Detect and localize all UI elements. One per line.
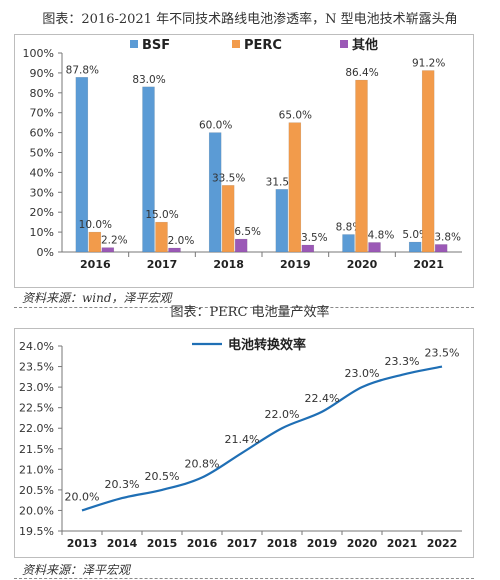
y-tick-label: 40% xyxy=(30,166,54,179)
bar-PERC xyxy=(355,79,368,253)
chart-subtitle: 图表：PERC 电池量产效率 xyxy=(170,305,330,320)
bar-BSF xyxy=(208,132,222,253)
x-tick-label: 2015 xyxy=(147,537,178,550)
x-tick-label: 2016 xyxy=(80,258,111,271)
y-tick-label: 19.5% xyxy=(19,525,54,538)
divider-1 xyxy=(14,307,474,308)
data-label: 91.2% xyxy=(412,58,445,70)
data-label: 33.5% xyxy=(212,172,245,184)
y-tick-label: 50% xyxy=(30,147,54,160)
bar-其他 xyxy=(301,244,315,253)
data-label: 2.0% xyxy=(168,235,195,247)
data-label: 3.8% xyxy=(434,231,461,243)
y-tick-label: 0% xyxy=(37,246,54,259)
data-label: 20.8% xyxy=(185,458,220,471)
bar-BSF xyxy=(275,189,289,253)
y-tick-label: 10% xyxy=(30,226,54,239)
data-label: 6.5% xyxy=(234,226,261,238)
legend-swatch-PERC xyxy=(232,40,240,48)
y-tick-label: 21.5% xyxy=(19,443,54,456)
bar-PERC xyxy=(221,185,235,253)
y-tick-label: 24.0% xyxy=(19,340,54,353)
data-label: 20.3% xyxy=(105,478,140,491)
bar-PERC xyxy=(88,231,102,253)
x-tick-label: 2017 xyxy=(147,258,178,271)
data-label: 23.0% xyxy=(345,367,380,380)
y-tick-label: 23.5% xyxy=(19,361,54,374)
data-label: 4.8% xyxy=(368,229,395,241)
data-label: 10.0% xyxy=(79,219,112,231)
y-tick-label: 20% xyxy=(30,206,54,219)
bar-其他 xyxy=(234,238,248,253)
x-tick-label: 2018 xyxy=(267,537,298,550)
y-tick-label: 20.5% xyxy=(19,484,54,497)
data-label: 60.0% xyxy=(199,120,232,132)
data-label: 21.4% xyxy=(225,433,260,446)
data-label: 23.3% xyxy=(385,355,420,368)
series-line-efficiency xyxy=(81,365,443,512)
x-tick-label: 2017 xyxy=(227,537,258,550)
x-tick-label: 2019 xyxy=(280,258,311,271)
bar-BSF xyxy=(342,234,355,253)
x-tick-label: 2014 xyxy=(107,537,138,550)
y-tick-label: 23.0% xyxy=(19,381,54,394)
bar-chart-frame xyxy=(14,34,474,288)
y-tick-label: 21.0% xyxy=(19,463,54,476)
x-tick-label: 2018 xyxy=(213,258,244,271)
data-label: 65.0% xyxy=(279,110,312,122)
data-label: 20.5% xyxy=(145,470,180,483)
y-tick-label: 22.5% xyxy=(19,402,54,415)
y-tick-label: 90% xyxy=(30,67,54,80)
legend-label-efficiency: 电池转换效率 xyxy=(228,337,306,353)
bar-BSF xyxy=(75,77,89,253)
bar-BSF xyxy=(142,86,155,253)
source-note-1: 资料来源：wind，泽平宏观 xyxy=(22,291,172,305)
x-tick-label: 2019 xyxy=(307,537,338,550)
y-tick-label: 60% xyxy=(30,127,54,140)
y-tick-label: 100% xyxy=(23,47,54,60)
bar-PERC xyxy=(421,70,435,253)
y-tick-label: 20.0% xyxy=(19,504,54,517)
data-label: 83.0% xyxy=(132,74,165,86)
x-tick-label: 2022 xyxy=(427,537,458,550)
legend-label-PERC: PERC xyxy=(244,38,282,53)
y-tick-label: 30% xyxy=(30,186,54,199)
chart-title: 图表：2016-2021 年不同技术路线电池渗透率，N 型电池技术崭露头角 xyxy=(42,12,458,27)
legend-swatch-BSF xyxy=(130,40,138,48)
data-label: 87.8% xyxy=(66,64,99,76)
data-label: 22.0% xyxy=(265,408,300,421)
source-note-2: 资料来源：泽平宏观 xyxy=(22,563,131,577)
bar-PERC xyxy=(288,122,302,253)
divider-2 xyxy=(14,578,474,579)
y-tick-label: 70% xyxy=(30,107,54,120)
legend-swatch-其他 xyxy=(340,40,348,48)
data-label: 15.0% xyxy=(145,209,178,221)
bar-其他 xyxy=(434,244,448,253)
bar-其他 xyxy=(168,247,181,253)
legend-label-其他: 其他 xyxy=(352,37,378,53)
bar-BSF xyxy=(408,241,422,253)
y-tick-label: 22.0% xyxy=(19,422,54,435)
x-tick-label: 2016 xyxy=(187,537,218,550)
data-label: 3.5% xyxy=(301,232,328,244)
bar-PERC xyxy=(155,221,168,253)
x-tick-label: 2020 xyxy=(347,258,378,271)
y-tick-label: 80% xyxy=(30,87,54,100)
x-tick-label: 2020 xyxy=(347,537,378,550)
data-label: 86.4% xyxy=(345,67,378,79)
bar-其他 xyxy=(368,242,381,253)
data-label: 23.5% xyxy=(425,347,460,360)
bar-其他 xyxy=(101,247,115,253)
x-tick-label: 2021 xyxy=(387,537,418,550)
data-label: 20.0% xyxy=(65,490,100,503)
x-tick-label: 2021 xyxy=(413,258,444,271)
data-label: 2.2% xyxy=(101,235,128,247)
legend-label-BSF: BSF xyxy=(142,38,170,53)
data-label: 22.4% xyxy=(305,392,340,405)
x-tick-label: 2013 xyxy=(67,537,98,550)
line-chart-frame xyxy=(14,328,474,558)
